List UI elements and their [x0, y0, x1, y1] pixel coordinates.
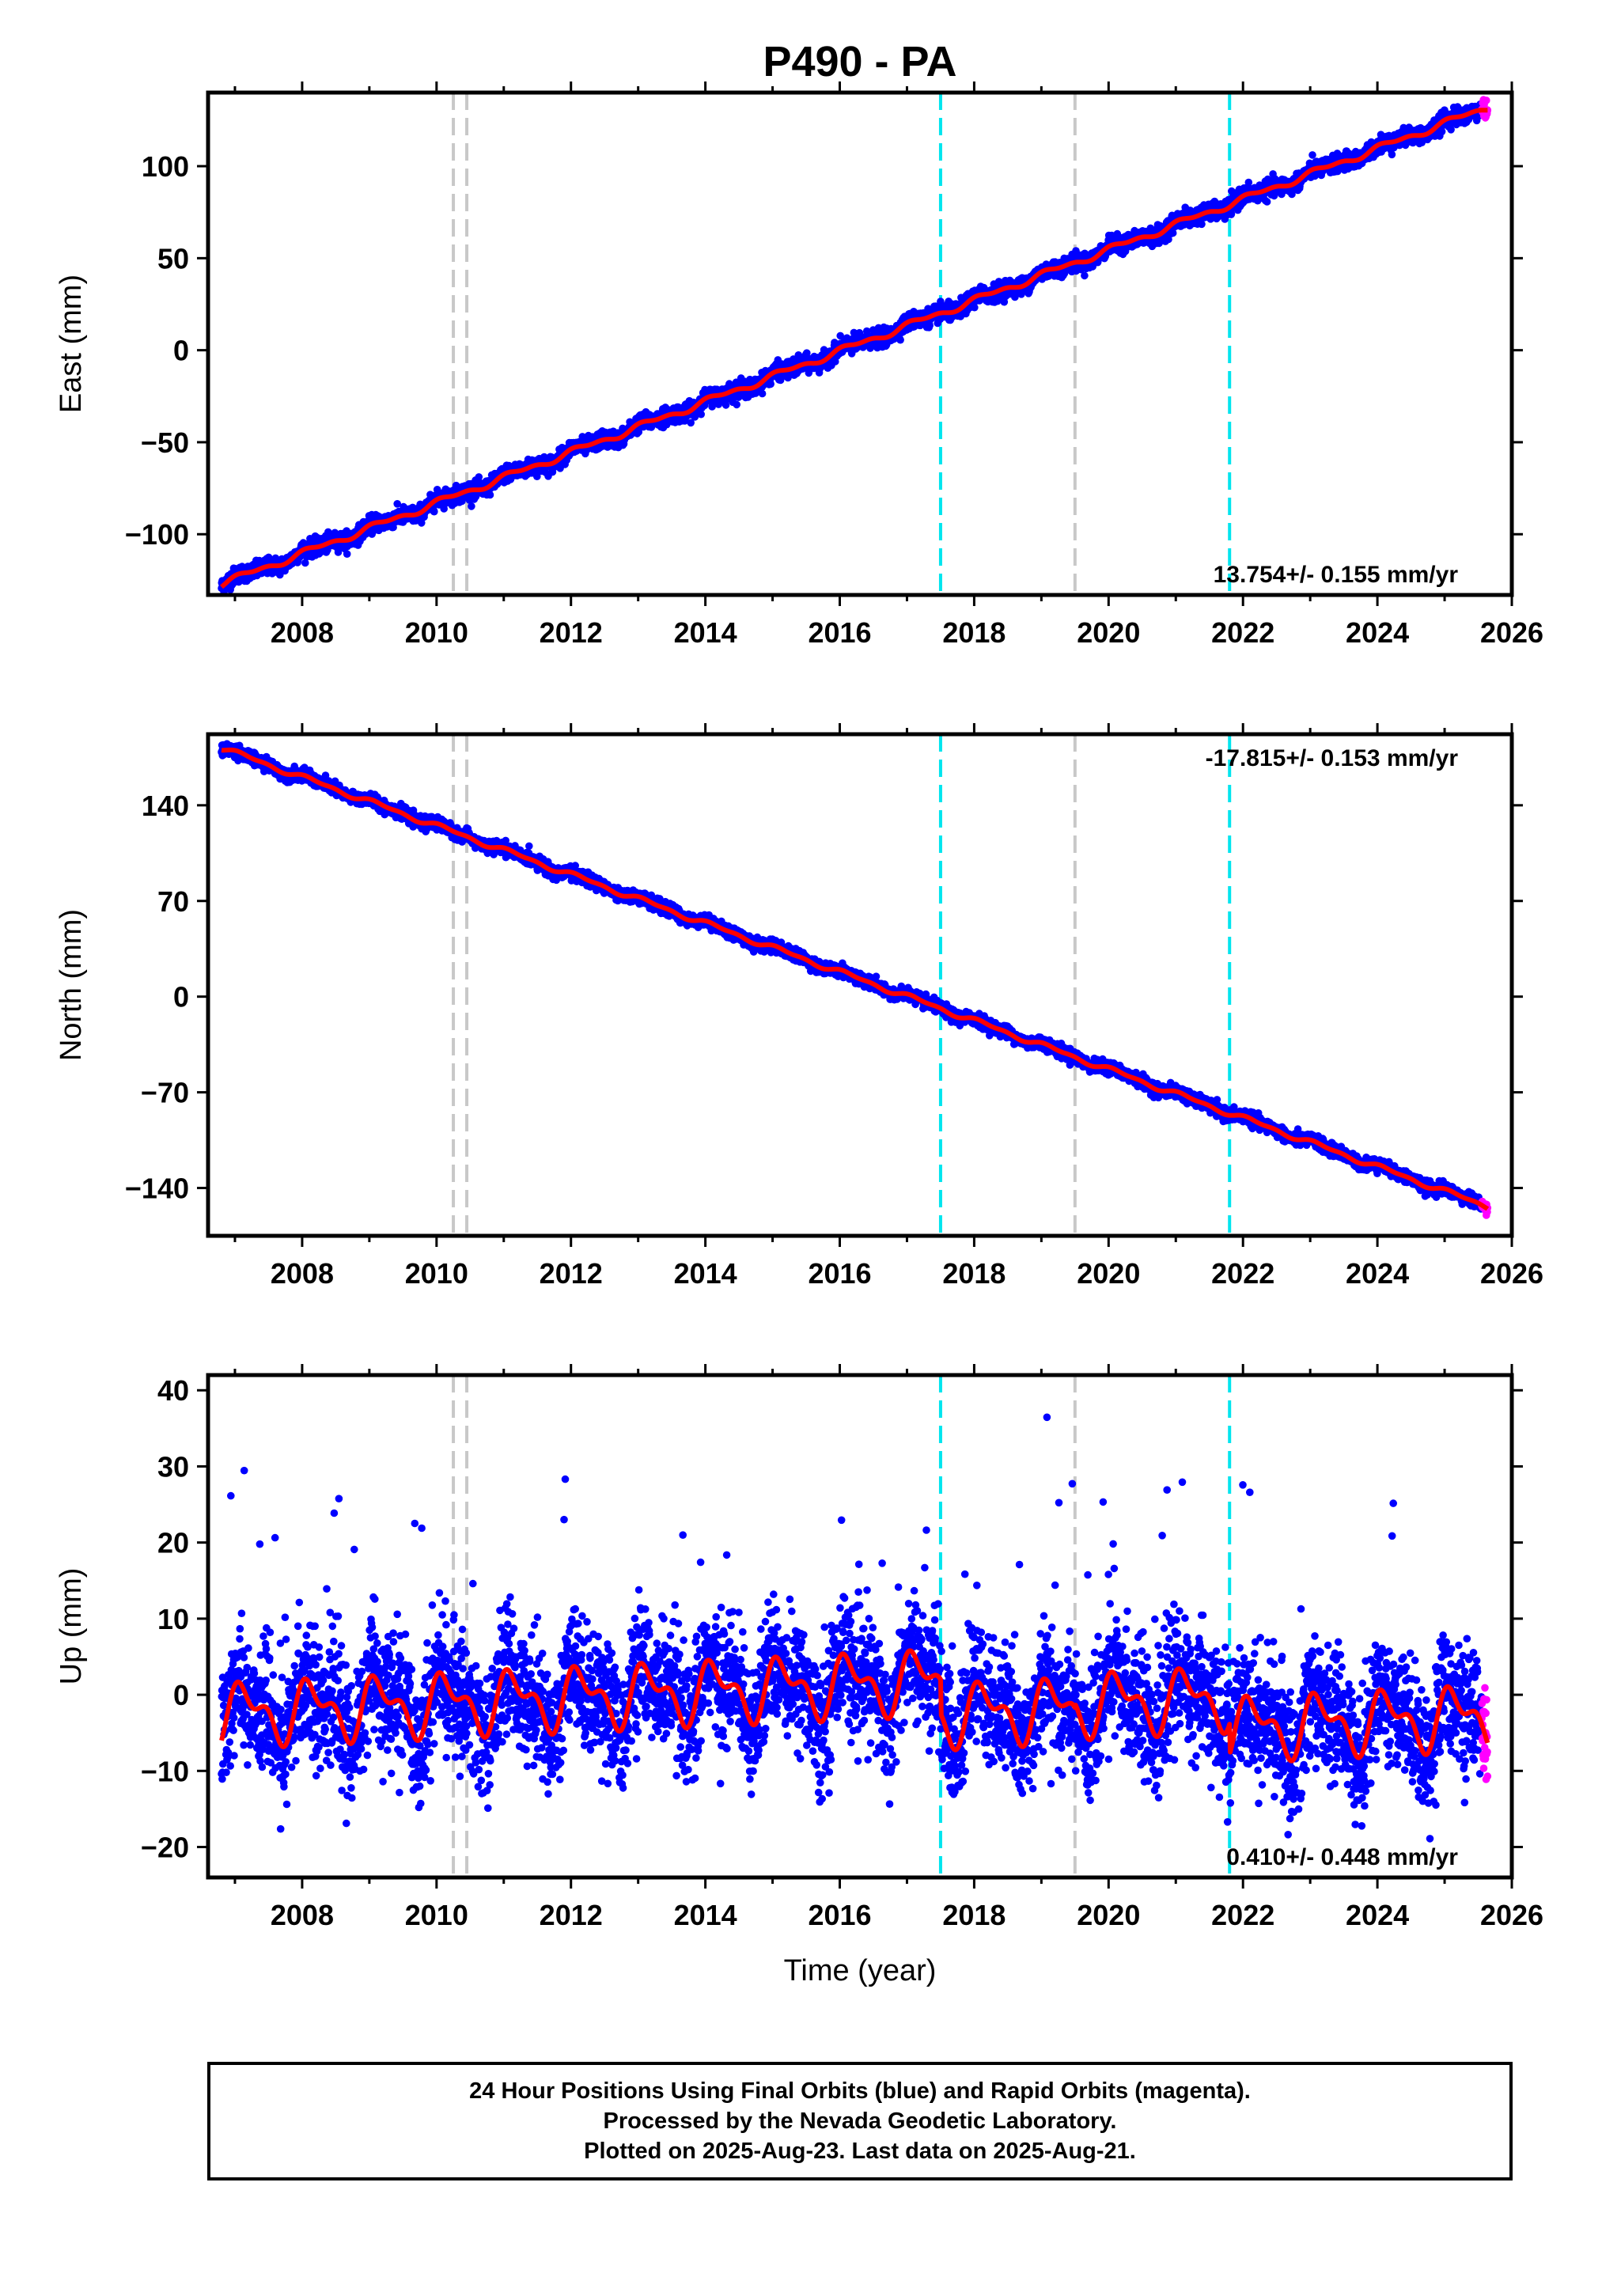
- final-orbit-point: [758, 389, 767, 398]
- final-orbit-point: [393, 500, 402, 508]
- final-orbit-point: [971, 303, 979, 312]
- panel-east: 2008 2010 2012 2014 2016 2018 2020 2022 2024 2026…: [55, 81, 1543, 649]
- final-orbit-point: [1244, 178, 1253, 187]
- final-orbit-point: [733, 400, 740, 409]
- final-orbit-point: [301, 559, 309, 567]
- final-orbit-point: [1308, 151, 1316, 159]
- final-orbit-point: [468, 502, 475, 510]
- final-orbit-point: [334, 548, 343, 556]
- final-orbit-point: [1198, 220, 1206, 229]
- final-orbit-point: [1263, 198, 1271, 206]
- chart-title: P490 - PA: [763, 38, 956, 85]
- final-orbit-point: [430, 507, 438, 516]
- final-orbit-point: [343, 550, 351, 558]
- final-orbit-point: [896, 335, 904, 344]
- final-orbit-point: [697, 410, 705, 419]
- final-orbit-point: [926, 321, 934, 330]
- final-orbit-point: [1227, 210, 1236, 218]
- final-orbit-point: [475, 473, 483, 481]
- final-orbit-point: [767, 380, 774, 388]
- panels: 2008 2010 2012 2014 2016 2018 2020 2022 2024 2026…: [55, 81, 1543, 1931]
- final-orbit-point: [1388, 150, 1396, 159]
- final-orbit-point: [1081, 271, 1089, 280]
